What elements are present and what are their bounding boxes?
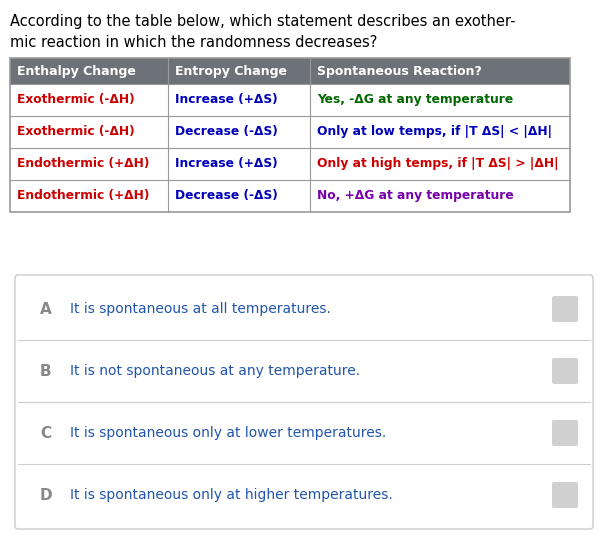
Text: Exothermic (-ΔH): Exothermic (-ΔH) (17, 125, 135, 138)
FancyBboxPatch shape (15, 275, 593, 529)
Text: mic reaction in which the randomness decreases?: mic reaction in which the randomness dec… (10, 35, 378, 50)
Bar (10, 84, 570, 116)
Text: Decrease (-ΔS): Decrease (-ΔS) (175, 190, 278, 203)
Text: Only at high temps, if |T ΔS| > |ΔH|: Only at high temps, if |T ΔS| > |ΔH| (317, 158, 558, 170)
Text: Exothermic (-ΔH): Exothermic (-ΔH) (17, 93, 135, 107)
Text: Yes, -ΔG at any temperature: Yes, -ΔG at any temperature (317, 93, 514, 107)
Text: Increase (+ΔS): Increase (+ΔS) (175, 158, 277, 170)
Text: A: A (40, 301, 52, 316)
Text: It is spontaneous only at higher temperatures.: It is spontaneous only at higher tempera… (70, 488, 393, 502)
Text: Entropy Change: Entropy Change (175, 64, 287, 78)
FancyBboxPatch shape (552, 296, 578, 322)
Text: Decrease (-ΔS): Decrease (-ΔS) (175, 125, 278, 138)
Text: Endothermic (+ΔH): Endothermic (+ΔH) (17, 190, 149, 203)
Text: No, +ΔG at any temperature: No, +ΔG at any temperature (317, 190, 514, 203)
Text: D: D (40, 488, 53, 503)
Text: According to the table below, which statement describes an exother-: According to the table below, which stat… (10, 14, 515, 29)
Text: Only at low temps, if |T ΔS| < |ΔH|: Only at low temps, if |T ΔS| < |ΔH| (317, 125, 552, 138)
Text: C: C (40, 426, 51, 441)
FancyBboxPatch shape (552, 482, 578, 508)
Text: It is spontaneous at all temperatures.: It is spontaneous at all temperatures. (70, 302, 331, 316)
FancyBboxPatch shape (552, 358, 578, 384)
Bar (10, 58, 570, 212)
Text: Enthalpy Change: Enthalpy Change (17, 64, 136, 78)
Text: B: B (40, 363, 52, 378)
Text: Spontaneous Reaction?: Spontaneous Reaction? (317, 64, 482, 78)
Text: Endothermic (+ΔH): Endothermic (+ΔH) (17, 158, 149, 170)
Bar (10, 58, 570, 84)
Text: It is spontaneous only at lower temperatures.: It is spontaneous only at lower temperat… (70, 426, 386, 440)
Text: It is not spontaneous at any temperature.: It is not spontaneous at any temperature… (70, 364, 360, 378)
FancyBboxPatch shape (552, 420, 578, 446)
Bar (10, 116, 570, 148)
Bar (10, 148, 570, 180)
Bar (10, 180, 570, 212)
Text: Increase (+ΔS): Increase (+ΔS) (175, 93, 277, 107)
